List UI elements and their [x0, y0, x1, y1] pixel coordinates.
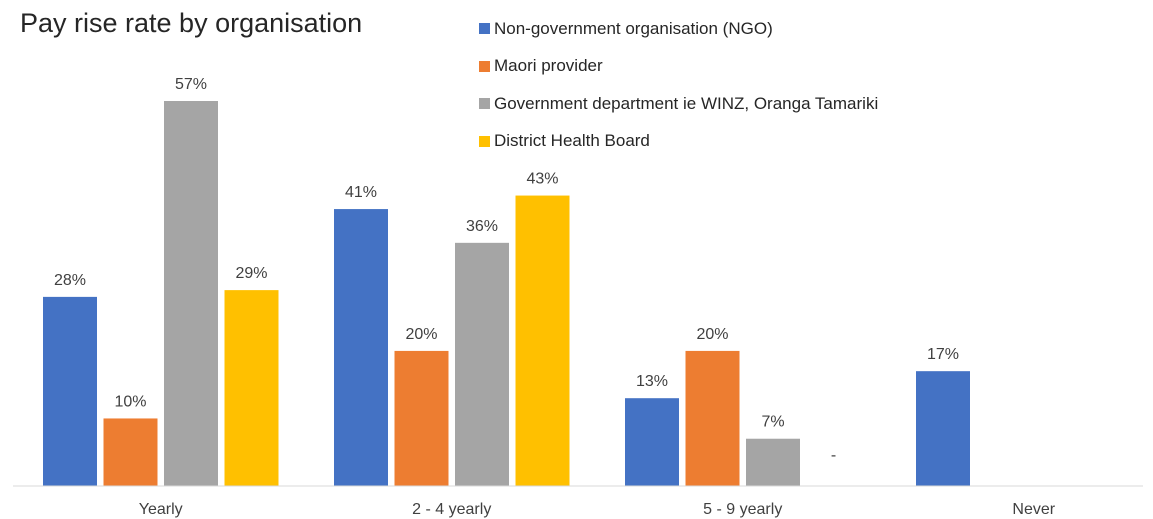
legend-swatch	[479, 135, 490, 147]
data-label: 7%	[761, 414, 784, 431]
legend-item: Non-government organisation (NGO)	[479, 10, 878, 48]
legend: Non-government organisation (NGO) Maori p…	[479, 10, 878, 160]
bar	[625, 398, 679, 486]
bar	[515, 195, 570, 486]
bar	[746, 438, 800, 486]
data-label: 36%	[466, 218, 498, 235]
category-label: Yearly	[139, 501, 183, 518]
category-labels-group: Yearly 2 - 4 yearly 5 - 9 yearly Never	[139, 501, 1056, 518]
chart-title: Pay rise rate by organisation	[20, 8, 363, 38]
category-label: Never	[1012, 501, 1055, 518]
bar	[43, 296, 97, 486]
data-label: -	[831, 447, 836, 464]
legend-item: Maori provider	[479, 48, 878, 86]
data-label: 41%	[345, 184, 377, 201]
data-labels-group: 28% 10% 57% 29% 41% 20% 36% 43% 13% 20% 7% - 17%	[54, 76, 959, 464]
data-label: 29%	[235, 265, 267, 282]
legend-item: District Health Board	[479, 123, 878, 161]
legend-label: Government department ie WINZ, Oranga Ta…	[494, 93, 879, 113]
category-label: 2 - 4 yearly	[412, 501, 491, 518]
bar	[394, 350, 449, 486]
data-label: 20%	[405, 326, 437, 343]
bar	[164, 101, 218, 486]
data-label: 20%	[696, 326, 728, 343]
legend-swatch	[479, 23, 490, 35]
legend-label: Non-government organisation (NGO)	[494, 18, 773, 38]
legend-item: Government department ie WINZ, Oranga Ta…	[479, 85, 878, 123]
data-label: 43%	[526, 171, 558, 188]
bar	[685, 350, 740, 486]
bars-group	[43, 101, 970, 486]
data-label: 17%	[927, 346, 959, 363]
bar	[455, 242, 509, 486]
data-label: 57%	[175, 76, 207, 93]
data-label: 10%	[114, 393, 146, 410]
legend-swatch	[479, 98, 490, 110]
bar	[103, 418, 158, 486]
category-label: 5 - 9 yearly	[703, 501, 782, 518]
data-label: 13%	[636, 373, 668, 390]
bar	[224, 290, 279, 486]
legend-label: Maori provider	[494, 56, 603, 76]
data-label: 28%	[54, 272, 86, 289]
bar	[916, 371, 970, 486]
legend-label: District Health Board	[494, 131, 650, 151]
legend-swatch	[479, 60, 490, 72]
bar	[334, 209, 388, 486]
